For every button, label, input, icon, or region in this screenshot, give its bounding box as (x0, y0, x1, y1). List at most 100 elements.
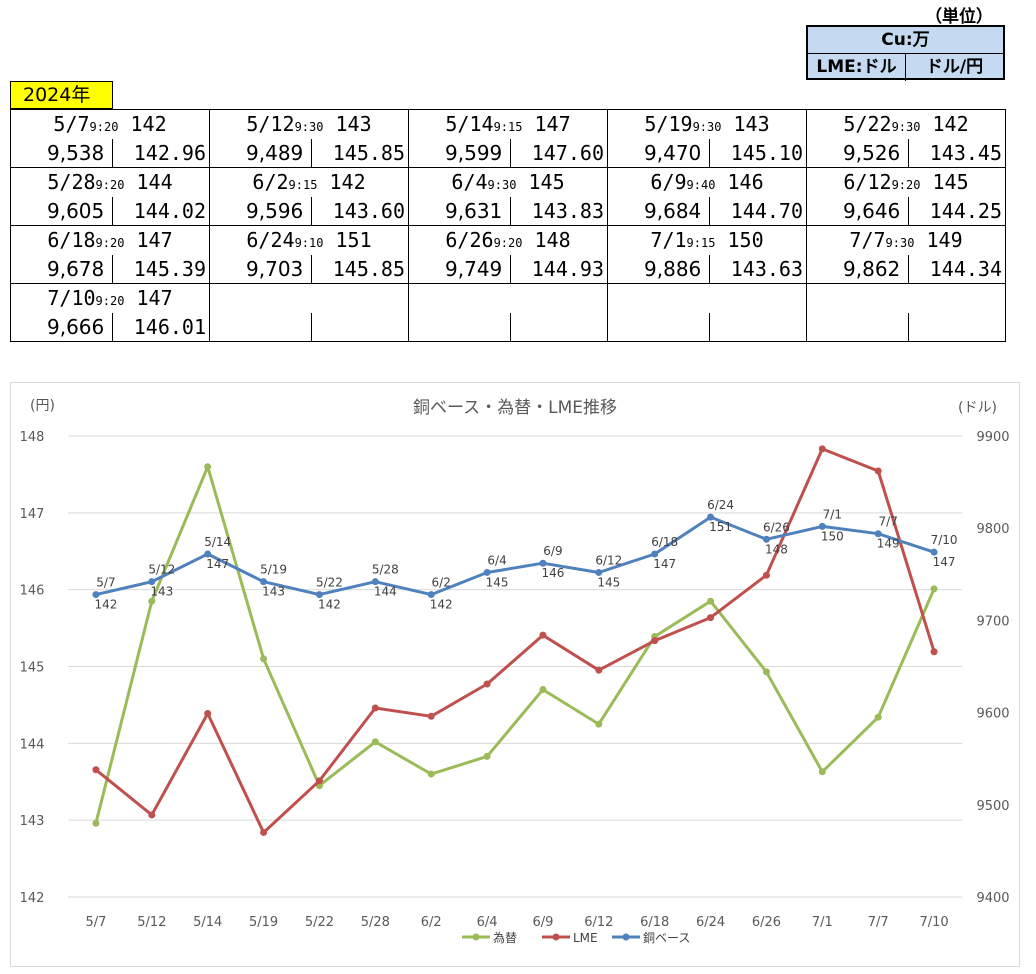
quote-date: 6/4 (451, 170, 488, 195)
quote-lme: 9,703 (209, 254, 313, 284)
quote-date: 5/14 (445, 112, 494, 137)
point-label-value: 145 (486, 575, 509, 589)
data-point (371, 704, 379, 712)
quote-header: 6/49:30 145 (408, 167, 609, 197)
quote-value-row: 9,538 142.96 9,489 145.85 9,599 147.60 9,470 14… (10, 138, 1007, 168)
data-point (427, 770, 435, 778)
quote-date: 6/18 (47, 228, 96, 253)
quote-lme: 9,684 (607, 196, 711, 226)
quote-base-price: 142 (130, 112, 167, 137)
data-point (148, 811, 156, 819)
quote-base-price: 143 (733, 112, 770, 137)
point-label-value: 142 (94, 598, 117, 612)
quote-base-price: 145 (932, 170, 969, 195)
quote-base-price: 147 (534, 112, 571, 137)
right-axis-label: (ドル) (958, 400, 997, 416)
left-tick-label: 143 (20, 814, 45, 829)
data-point (595, 568, 603, 576)
point-label-value: 148 (765, 542, 788, 556)
unit-box: Cu:万 LME:ドル ドル/円 (806, 25, 1005, 81)
right-tick-label: 9400 (976, 891, 1009, 906)
quote-time: 9:40 (686, 178, 716, 193)
data-point (707, 513, 715, 521)
quote-fx: 147.60 (510, 138, 609, 168)
quote-header: 5/289:20 144 (9, 167, 211, 197)
legend-marker (472, 933, 480, 941)
quote-fx: 144.70 (709, 196, 808, 226)
quote-base-price: 146 (727, 170, 764, 195)
quote-date: 5/22 (843, 112, 892, 137)
x-tick-label: 6/12 (584, 915, 613, 930)
quote-date: 6/2 (252, 170, 289, 195)
point-label-date: 5/19 (260, 563, 287, 577)
quote-date: 6/12 (843, 170, 892, 195)
point-label-date: 5/28 (372, 563, 399, 577)
quote-header: 7/19:15 150 (607, 225, 808, 255)
empty-cell (408, 283, 609, 313)
quote-time: 9:30 (885, 236, 915, 251)
empty-cell (908, 312, 1007, 342)
empty-cell (209, 312, 313, 342)
data-point (427, 712, 435, 720)
quote-lme: 9,678 (10, 254, 113, 284)
point-label-value: 151 (709, 520, 732, 534)
data-point (260, 655, 268, 663)
x-tick-label: 6/2 (421, 915, 442, 930)
quote-fx: 145.85 (311, 138, 410, 168)
quote-header-row: 5/289:20 144 6/29:15 142 6/49:30 145 6/99:4… (9, 167, 1007, 197)
quote-fx: 145.39 (111, 254, 211, 284)
x-tick-label: 6/24 (696, 915, 725, 930)
quote-fx: 143.45 (908, 138, 1007, 168)
data-point (315, 591, 323, 599)
point-label-value: 150 (821, 529, 844, 543)
quote-fx: 144.02 (111, 196, 211, 226)
point-label-value: 144 (374, 585, 397, 599)
point-label-date: 5/12 (148, 563, 175, 577)
data-point (707, 597, 715, 605)
empty-cell (510, 312, 609, 342)
quote-header: 6/249:10 151 (209, 225, 410, 255)
data-point (930, 585, 938, 593)
quote-value-row: 9,678 145.39 9,703 145.85 9,749 144.93 9,886 14… (10, 254, 1007, 284)
data-point (762, 668, 770, 676)
quote-lme: 9,886 (607, 254, 711, 284)
empty-cell (209, 283, 410, 313)
right-tick-label: 9500 (976, 799, 1009, 814)
x-tick-label: 5/7 (85, 915, 106, 930)
right-tick-label: 9700 (976, 614, 1009, 629)
unit-fx: ドル/円 (925, 57, 984, 77)
point-label-date: 6/12 (595, 553, 622, 567)
legend-marker (552, 933, 560, 941)
quote-lme: 9,538 (10, 138, 113, 168)
x-tick-label: 7/1 (812, 915, 833, 930)
quote-fx: 144.34 (908, 254, 1007, 284)
data-point (930, 648, 938, 656)
quote-lme: 9,646 (806, 196, 910, 226)
series-line-LME (94, 447, 936, 834)
chart-container: 142 143 144 145 146 147 148 9400 9500 9600 9700 980… (10, 382, 1020, 967)
legend-label: 為替 (493, 931, 517, 945)
x-tick-label: 5/22 (305, 915, 334, 930)
data-point (483, 568, 491, 576)
quote-base-price: 142 (932, 112, 969, 137)
quote-header: 5/229:30 142 (806, 109, 1007, 139)
quote-lme: 9,526 (806, 138, 910, 168)
left-tick-label: 142 (20, 891, 45, 906)
quote-date: 5/12 (246, 112, 295, 137)
quote-time: 9:30 (891, 120, 921, 135)
quote-time: 9:30 (294, 120, 324, 135)
quote-value-row: 9,666 146.01 (10, 312, 1007, 342)
unit-copper: Cu:万 (808, 27, 1003, 54)
quote-lme: 9,470 (607, 138, 711, 168)
point-label-date: 6/9 (543, 544, 562, 558)
right-tick-label: 9600 (976, 707, 1009, 722)
quote-time: 9:20 (95, 294, 125, 309)
quote-header-row: 7/109:20 147 (9, 283, 1007, 313)
quote-header: 6/189:20 147 (9, 225, 211, 255)
quote-fx: 142.96 (111, 138, 211, 168)
quote-time: 9:15 (288, 178, 318, 193)
x-tick-label: 6/9 (532, 915, 553, 930)
data-point (874, 467, 882, 475)
quote-time: 9:15 (686, 236, 716, 251)
quote-header: 5/199:30 143 (607, 109, 808, 139)
